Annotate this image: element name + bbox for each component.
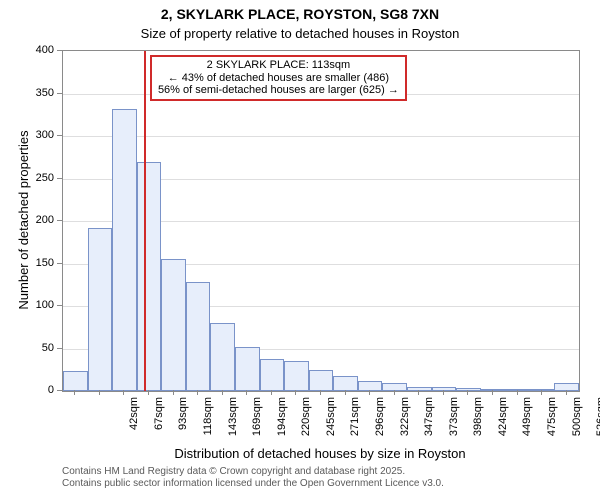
xtick-label: 271sqm (349, 397, 361, 447)
chart-title: 2, SKYLARK PLACE, ROYSTON, SG8 7XN (0, 6, 600, 22)
histogram-bar (505, 389, 530, 391)
ytick-mark (57, 50, 62, 51)
xtick-mark (295, 390, 296, 395)
histogram-bar (554, 383, 579, 392)
histogram-bar (235, 347, 260, 391)
xtick-label: 118sqm (202, 397, 214, 447)
xtick-label: 296sqm (374, 397, 386, 447)
xtick-mark (320, 390, 321, 395)
histogram-bar (309, 370, 334, 391)
ytick-label: 0 (28, 384, 54, 396)
xtick-label: 245sqm (325, 397, 337, 447)
xtick-mark (541, 390, 542, 395)
xtick-label: 42sqm (128, 397, 140, 447)
xtick-mark (517, 390, 518, 395)
histogram-bar (186, 282, 211, 391)
histogram-bar (161, 259, 186, 391)
callout-line-2: ← 43% of detached houses are smaller (48… (168, 72, 389, 84)
histogram-bar (112, 109, 137, 391)
histogram-bar (333, 376, 358, 391)
xtick-label: 322sqm (399, 397, 411, 447)
callout-line-3: 56% of semi-detached houses are larger (… (158, 84, 399, 96)
highlight-line (144, 51, 146, 391)
ytick-label: 150 (28, 257, 54, 269)
xtick-mark (492, 390, 493, 395)
xtick-label: 526sqm (595, 397, 600, 447)
x-axis-label: Distribution of detached houses by size … (62, 446, 578, 461)
callout-line-1: 2 SKYLARK PLACE: 113sqm (207, 59, 350, 71)
footer-line-2: Contains public sector information licen… (62, 478, 444, 489)
histogram-bar (260, 359, 285, 391)
xtick-mark (99, 390, 100, 395)
histogram-bar (407, 387, 432, 391)
xtick-mark (467, 390, 468, 395)
chart-container: 2, SKYLARK PLACE, ROYSTON, SG8 7XN Size … (0, 0, 600, 500)
xtick-mark (246, 390, 247, 395)
ytick-mark (57, 390, 62, 391)
ytick-label: 100 (28, 299, 54, 311)
xtick-mark (418, 390, 419, 395)
histogram-bar (63, 371, 88, 391)
xtick-mark (222, 390, 223, 395)
chart-subtitle: Size of property relative to detached ho… (0, 26, 600, 41)
histogram-bar (210, 323, 235, 391)
footer-line-1: Contains HM Land Registry data © Crown c… (62, 466, 405, 477)
histogram-bar (382, 383, 407, 392)
xtick-mark (345, 390, 346, 395)
xtick-mark (369, 390, 370, 395)
xtick-label: 169sqm (251, 397, 263, 447)
xtick-mark (197, 390, 198, 395)
xtick-label: 449sqm (521, 397, 533, 447)
xtick-mark (566, 390, 567, 395)
xtick-mark (148, 390, 149, 395)
xtick-mark (394, 390, 395, 395)
xtick-label: 398sqm (472, 397, 484, 447)
ytick-mark (57, 263, 62, 264)
ytick-mark (57, 135, 62, 136)
xtick-mark (271, 390, 272, 395)
histogram-bar (456, 388, 481, 391)
xtick-label: 500sqm (571, 397, 583, 447)
plot-area: 2 SKYLARK PLACE: 113sqm← 43% of detached… (62, 50, 580, 392)
histogram-bar (284, 361, 309, 391)
ytick-mark (57, 348, 62, 349)
histogram-bar (137, 162, 162, 392)
callout-box: 2 SKYLARK PLACE: 113sqm← 43% of detached… (150, 55, 407, 101)
attribution-footer: Contains HM Land Registry data © Crown c… (62, 466, 444, 490)
xtick-label: 194sqm (276, 397, 288, 447)
ytick-label: 400 (28, 44, 54, 56)
xtick-label: 424sqm (497, 397, 509, 447)
ytick-mark (57, 178, 62, 179)
xtick-mark (74, 390, 75, 395)
ytick-label: 350 (28, 87, 54, 99)
xtick-mark (173, 390, 174, 395)
xtick-label: 220sqm (300, 397, 312, 447)
ytick-label: 300 (28, 129, 54, 141)
xtick-label: 93sqm (177, 397, 189, 447)
ytick-mark (57, 305, 62, 306)
xtick-label: 143sqm (227, 397, 239, 447)
ytick-label: 50 (28, 342, 54, 354)
xtick-mark (123, 390, 124, 395)
gridline-h (63, 136, 579, 137)
xtick-label: 373sqm (448, 397, 460, 447)
xtick-label: 67sqm (153, 397, 165, 447)
ytick-mark (57, 93, 62, 94)
xtick-label: 347sqm (423, 397, 435, 447)
histogram-bar (432, 387, 457, 391)
xtick-label: 475sqm (546, 397, 558, 447)
ytick-mark (57, 220, 62, 221)
ytick-label: 250 (28, 172, 54, 184)
ytick-label: 200 (28, 214, 54, 226)
histogram-bar (88, 228, 113, 391)
xtick-mark (443, 390, 444, 395)
